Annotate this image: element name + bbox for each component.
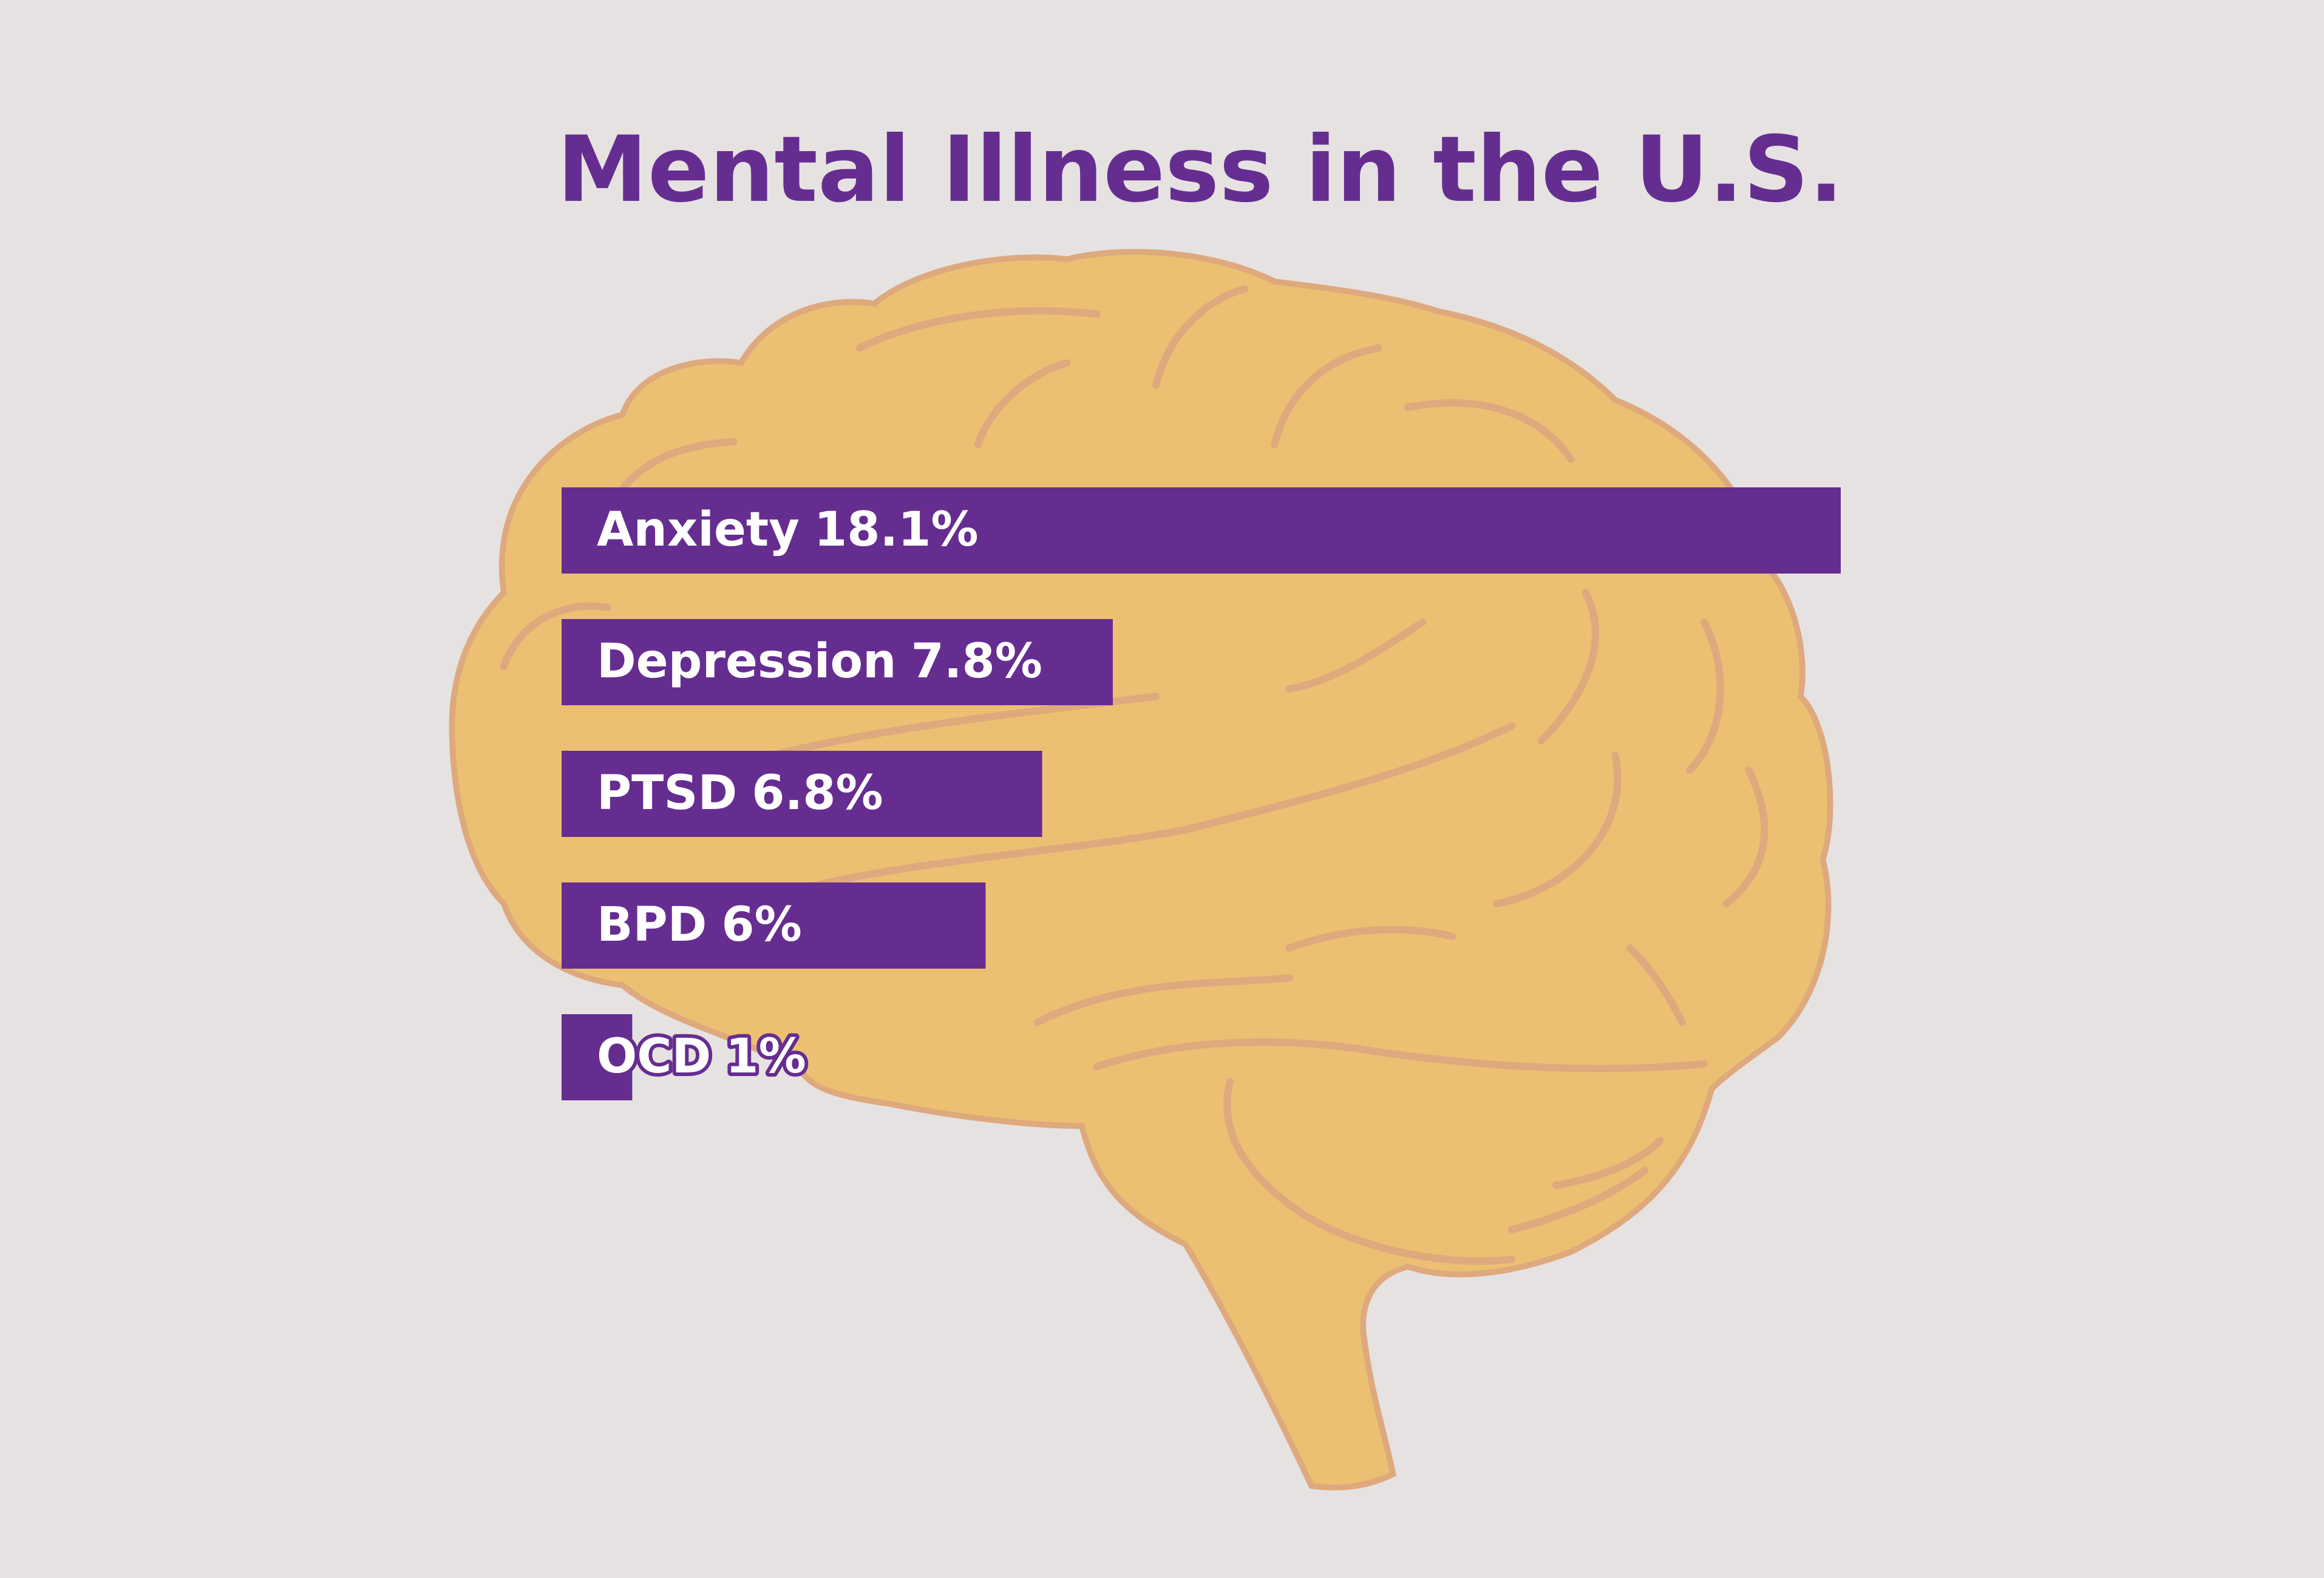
category-label: PTSD [597, 766, 737, 821]
value-label: 6% [721, 898, 801, 952]
value-label: 18.1% [814, 503, 979, 557]
brain-folds [500, 285, 1768, 1265]
bar-label: BPD 6% [597, 898, 802, 952]
chart-title: Mental Illness in the U.S. [557, 117, 1844, 223]
bar [562, 1014, 633, 1100]
bar-label: Depression 7.8% [597, 634, 1042, 689]
value-label: 1% [725, 1029, 806, 1084]
category-label: Anxiety [597, 503, 800, 557]
value-label: 7.8% [911, 634, 1042, 689]
bar [562, 751, 1042, 837]
bar [562, 619, 1113, 705]
bar [562, 487, 1841, 574]
bar-label: OCD 1% [597, 1029, 806, 1084]
category-label: OCD [597, 1029, 711, 1084]
value-label: 6.8% [752, 766, 883, 821]
bar-label: PTSD 6.8% [597, 766, 883, 821]
bar [562, 882, 986, 969]
category-label: Depression [597, 634, 897, 689]
category-label: BPD [597, 898, 707, 952]
bar-label: Anxiety 18.1% [597, 503, 979, 557]
